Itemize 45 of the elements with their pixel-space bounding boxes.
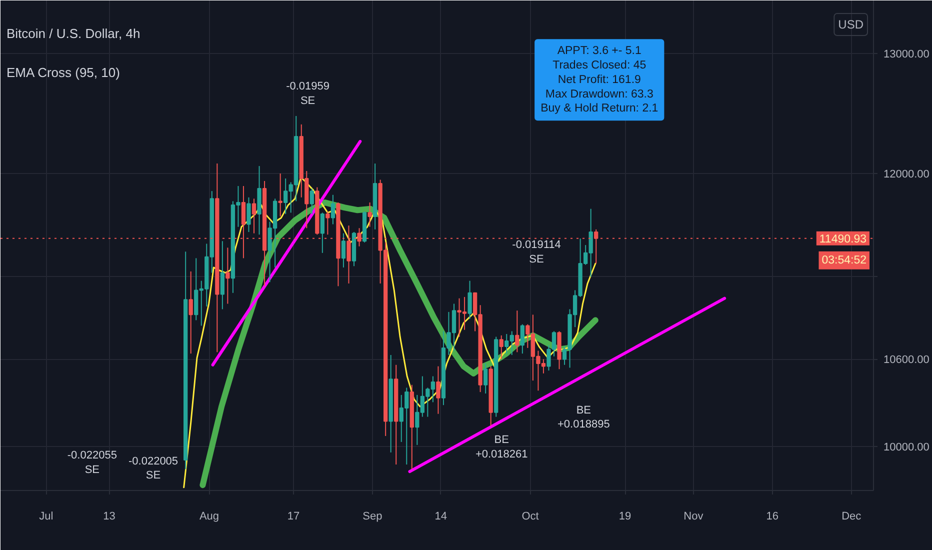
candlestick xyxy=(226,247,230,304)
text: EMA Cross (95, 10) xyxy=(6,65,120,80)
annotation: -0.022055 SE xyxy=(67,449,117,476)
x-tick-label: Dec xyxy=(842,510,862,522)
candlestick xyxy=(188,270,193,354)
candlestick xyxy=(246,196,251,233)
annotation: BE +0.018261 xyxy=(475,434,528,461)
candlestick xyxy=(515,310,520,353)
candlestick xyxy=(520,324,524,354)
x-tick-label: Aug xyxy=(199,510,220,522)
candlestick xyxy=(368,202,372,228)
annotation: -0.019114 SE xyxy=(512,239,561,266)
y-tick-label: 13000.00 xyxy=(884,48,930,61)
y-tick-label: 12000.00 xyxy=(884,168,930,180)
candlestick xyxy=(468,280,472,320)
x-tick-label: 19 xyxy=(618,510,632,522)
candlestick xyxy=(320,212,324,254)
candlestick xyxy=(499,334,504,360)
candlestick xyxy=(341,232,346,268)
annotation: APPT: 3.6 +- 5.1 Trades Closed: 45 Net Profit: 161.9 Max Drawdown: 63.3 Buy & Hold Return: 2.1 xyxy=(540,45,658,115)
candlestick xyxy=(252,198,256,234)
annotation: 03:54:52 xyxy=(822,254,866,266)
annotation: -0.022005 SE xyxy=(128,455,178,482)
candlestick xyxy=(483,362,488,394)
x-tick-label: 17 xyxy=(287,510,300,522)
x-tick-label: Sep xyxy=(362,510,382,522)
x-tick-label: 16 xyxy=(766,510,779,522)
annotation: -0.01959 SE xyxy=(286,80,330,107)
x-tick-label: 13 xyxy=(103,510,116,522)
x-tick-label: Jul xyxy=(39,510,54,522)
y-axis-title: USD xyxy=(838,18,864,32)
candlestick xyxy=(326,210,330,236)
x-tick-label: 14 xyxy=(434,510,447,522)
candlestick xyxy=(436,366,440,414)
candlestick xyxy=(220,240,224,310)
candlestick xyxy=(278,172,282,218)
annotation: BE +0.018895 xyxy=(558,404,610,431)
x-tick-label: Oct xyxy=(522,510,539,522)
candlestick xyxy=(310,188,314,214)
ref-line-label: 11490.93 xyxy=(819,233,867,246)
text: Bitcoin / U.S. Dollar, 4h xyxy=(6,26,140,41)
candlestick xyxy=(330,194,336,225)
x-tick-label: Nov xyxy=(684,510,704,522)
y-tick-label: 10600.00 xyxy=(884,354,930,366)
y-tick-label: 10000.00 xyxy=(884,441,930,454)
